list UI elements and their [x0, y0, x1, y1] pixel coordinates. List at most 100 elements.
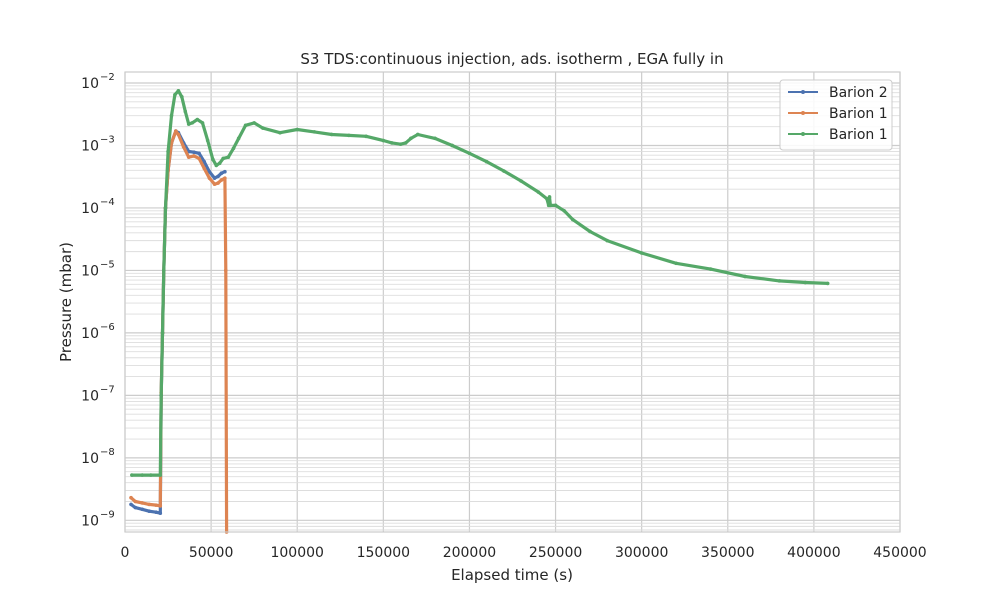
series-point-1: [197, 151, 201, 156]
series-point-3: [553, 203, 558, 208]
series-point-3: [190, 121, 194, 125]
y-tick-label: 10 −3: [81, 134, 115, 154]
legend-label: Barion 1: [829, 106, 888, 122]
y-tick-base: 10: [81, 76, 99, 92]
x-tick-label: 400000: [787, 545, 840, 561]
series-point-3: [467, 151, 472, 156]
series-point-3: [158, 473, 163, 477]
series-point-2: [147, 502, 151, 507]
series-point-3: [217, 161, 222, 166]
series-point-1: [202, 159, 207, 164]
series-point-3: [211, 157, 215, 162]
series-point-1: [219, 171, 224, 175]
y-tick-label: 10 −2: [81, 72, 115, 92]
series-point-2: [223, 268, 228, 273]
x-tick-label: 450000: [873, 545, 926, 561]
series-point-3: [200, 121, 205, 125]
series-point-3: [639, 251, 644, 255]
legend: Barion 2 Barion 1 Barion 1: [779, 79, 893, 151]
series-point-2: [197, 156, 201, 161]
series-point-3: [183, 109, 188, 114]
y-tick-base: 10: [81, 451, 99, 467]
series-point-3: [169, 113, 174, 118]
series-point-3: [221, 156, 225, 161]
y-tick-exponent: −4: [100, 197, 115, 208]
series-point-3: [140, 473, 145, 477]
x-tick-label: 0: [121, 545, 130, 561]
series-point-3: [231, 146, 236, 151]
y-tick-base: 10: [81, 513, 99, 529]
series-point-3: [226, 155, 231, 159]
series-line-3: [130, 89, 830, 477]
series-point-2: [219, 178, 224, 182]
series-point-3: [588, 229, 592, 234]
series-point-3: [803, 280, 808, 285]
series-point-3: [176, 89, 181, 93]
series-point-3: [130, 473, 134, 477]
chart-title: S3 TDS:continuous injection, ads. isothe…: [300, 50, 723, 68]
plot-frame: [124, 71, 901, 533]
y-tick-exponent: −3: [100, 134, 115, 145]
series-point-3: [160, 331, 165, 335]
series-point-3: [570, 217, 575, 222]
series-point-3: [409, 136, 413, 141]
legend-label: Barion 2: [829, 85, 888, 101]
series-point-3: [398, 142, 403, 146]
series-point-2: [181, 145, 186, 149]
series-point-3: [484, 159, 489, 164]
series-point-1: [212, 176, 217, 180]
series-point-1: [158, 511, 163, 515]
series-point-2: [212, 182, 217, 186]
series-point-3: [312, 130, 317, 134]
series-point-2: [140, 501, 145, 505]
series-point-3: [195, 117, 200, 122]
legend-marker: [801, 90, 805, 94]
y-tick-exponent: −7: [100, 384, 115, 395]
legend-marker: [801, 111, 805, 115]
series-point-3: [777, 279, 782, 283]
series-point-3: [205, 138, 210, 143]
series-point-3: [180, 95, 184, 99]
series-point-3: [252, 121, 256, 125]
series-point-2: [186, 155, 191, 159]
y-tick-base: 10: [81, 326, 99, 342]
series-point-2: [133, 499, 138, 504]
series-point-1: [140, 507, 145, 512]
y-tick-label: 10 −7: [81, 384, 115, 404]
series-point-3: [149, 473, 153, 477]
x-tick-label: 200000: [443, 545, 496, 561]
x-tick-label: 300000: [615, 545, 668, 561]
series-point-1: [147, 509, 151, 513]
series-point-2: [129, 495, 133, 500]
y-tick-exponent: −5: [100, 259, 115, 270]
series-point-3: [450, 143, 455, 148]
series-point-3: [548, 203, 553, 208]
y-tick-exponent: −8: [100, 447, 115, 458]
series-point-3: [415, 132, 420, 137]
series-point-1: [133, 505, 138, 510]
series-point-3: [536, 190, 541, 194]
series-point-1: [216, 174, 220, 179]
series-point-3: [519, 179, 523, 183]
series-point-3: [364, 134, 368, 139]
series-point-2: [216, 181, 220, 185]
series-point-3: [161, 268, 166, 273]
series-point-3: [236, 136, 241, 141]
series-point-3: [243, 123, 248, 128]
series-point-1: [192, 150, 196, 155]
series-point-2: [192, 154, 196, 158]
x-tick-label: 50000: [189, 545, 234, 561]
x-axis-label: Elapsed time (s): [451, 566, 573, 584]
x-tick-label: 250000: [529, 545, 582, 561]
series-point-3: [390, 141, 394, 145]
legend-marker: [801, 132, 805, 136]
legend-box: [779, 79, 893, 151]
series-point-1: [223, 169, 227, 174]
y-tick-base: 10: [81, 263, 99, 279]
series-point-1: [207, 169, 212, 174]
series-point-3: [278, 130, 282, 135]
series-point-2: [176, 132, 181, 137]
series-point-3: [403, 141, 408, 145]
series-point-3: [674, 261, 678, 266]
series-point-3: [433, 136, 437, 141]
